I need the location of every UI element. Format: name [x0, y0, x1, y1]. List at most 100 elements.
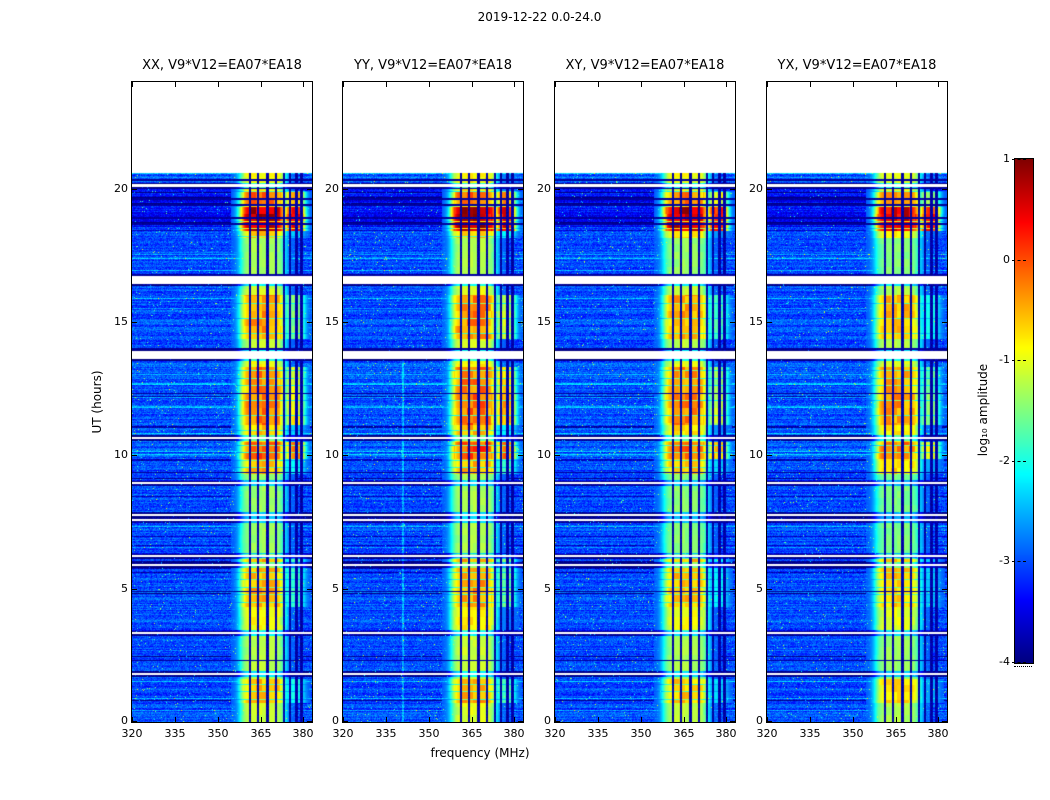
y-tick-mark [132, 721, 137, 722]
spectrogram-canvas-yx [767, 82, 947, 722]
x-tick-mark [896, 717, 897, 722]
x-tick-mark [853, 82, 854, 87]
x-tick-label: 320 [332, 727, 354, 740]
x-tick-label: 380 [715, 727, 737, 740]
x-tick-mark [726, 82, 727, 87]
y-tick-mark [942, 189, 947, 190]
x-tick-label: 320 [756, 727, 778, 740]
x-tick-mark [303, 82, 304, 87]
x-tick-label: 365 [673, 727, 695, 740]
y-tick-mark [942, 589, 947, 590]
y-tick-mark [343, 721, 348, 722]
x-tick-mark [343, 717, 344, 722]
y-tick-mark [767, 455, 772, 456]
y-tick-label: 5 [332, 582, 339, 595]
y-tick-label: 5 [756, 582, 763, 595]
x-tick-mark [767, 82, 768, 87]
x-tick-mark [261, 717, 262, 722]
y-tick-mark [767, 721, 772, 722]
y-axis-label: UT (hours) [90, 370, 104, 434]
y-tick-mark [555, 721, 560, 722]
x-tick-mark [132, 82, 133, 87]
y-tick-mark [307, 455, 312, 456]
x-tick-label: 350 [418, 727, 440, 740]
x-tick-label: 380 [503, 727, 525, 740]
y-tick-mark [555, 455, 560, 456]
x-tick-mark [472, 82, 473, 87]
panel-title-yx: YX, V9*V12=EA07*EA18 [777, 58, 937, 73]
y-tick-label: 15 [537, 315, 551, 328]
colorbar-gradient [1014, 158, 1034, 664]
y-tick-label: 20 [537, 182, 551, 195]
y-tick-mark [518, 189, 523, 190]
colorbar-tick-label: -3 [999, 554, 1010, 567]
y-tick-mark [518, 721, 523, 722]
x-tick-mark [726, 717, 727, 722]
y-tick-label: 20 [749, 182, 763, 195]
x-tick-mark [514, 82, 515, 87]
y-tick-label: 0 [756, 714, 763, 727]
x-tick-mark [810, 82, 811, 87]
x-tick-label: 335 [375, 727, 397, 740]
x-tick-mark [429, 82, 430, 87]
colorbar-tick-mark [1012, 662, 1026, 663]
y-tick-mark [518, 589, 523, 590]
panel-frame-yy [342, 81, 524, 723]
y-tick-mark [343, 322, 348, 323]
y-tick-mark [767, 589, 772, 590]
x-tick-mark [514, 717, 515, 722]
y-tick-mark [730, 589, 735, 590]
y-tick-mark [730, 322, 735, 323]
y-tick-mark [132, 189, 137, 190]
panel-frame-xy [554, 81, 736, 723]
y-tick-label: 0 [121, 714, 128, 727]
x-tick-mark [810, 717, 811, 722]
spectrogram-canvas-yy [343, 82, 523, 722]
x-tick-mark [261, 82, 262, 87]
x-tick-mark [555, 82, 556, 87]
x-tick-label: 350 [630, 727, 652, 740]
colorbar-tick-mark [1012, 360, 1026, 361]
y-tick-label: 10 [537, 448, 551, 461]
y-tick-mark [555, 322, 560, 323]
panel-title-xy: XY, V9*V12=EA07*EA18 [565, 58, 725, 73]
y-tick-mark [132, 589, 137, 590]
x-tick-mark [896, 82, 897, 87]
y-tick-label: 20 [114, 182, 128, 195]
x-tick-mark [598, 82, 599, 87]
colorbar-tick-mark [1012, 461, 1026, 462]
y-tick-label: 10 [749, 448, 763, 461]
x-tick-label: 350 [842, 727, 864, 740]
y-tick-mark [767, 322, 772, 323]
y-tick-mark [942, 721, 947, 722]
x-tick-mark [641, 717, 642, 722]
x-tick-label: 380 [927, 727, 949, 740]
colorbar-tick-mark [1012, 260, 1026, 261]
y-tick-mark [132, 455, 137, 456]
x-tick-mark [938, 82, 939, 87]
panel-title-xx: XX, V9*V12=EA07*EA18 [142, 58, 302, 73]
x-tick-label: 365 [885, 727, 907, 740]
x-tick-mark [132, 717, 133, 722]
x-tick-mark [303, 717, 304, 722]
y-tick-mark [942, 455, 947, 456]
colorbar-end-dotted [1014, 666, 1032, 667]
colorbar-tick-label: -4 [999, 655, 1010, 668]
y-tick-label: 20 [325, 182, 339, 195]
x-tick-label: 380 [292, 727, 314, 740]
x-tick-label: 335 [587, 727, 609, 740]
y-tick-mark [343, 589, 348, 590]
y-tick-mark [555, 189, 560, 190]
x-tick-label: 335 [799, 727, 821, 740]
x-tick-mark [853, 717, 854, 722]
y-tick-label: 15 [749, 315, 763, 328]
y-tick-mark [730, 721, 735, 722]
x-tick-label: 320 [544, 727, 566, 740]
x-tick-label: 320 [121, 727, 143, 740]
panel-frame-yx [766, 81, 948, 723]
y-tick-mark [307, 189, 312, 190]
y-tick-label: 0 [332, 714, 339, 727]
y-tick-mark [307, 721, 312, 722]
panel-frame-xx [131, 81, 313, 723]
